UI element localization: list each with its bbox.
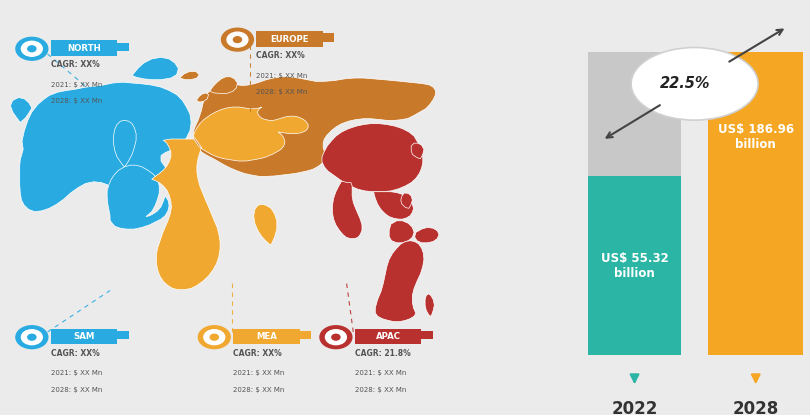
Circle shape — [21, 330, 42, 344]
Text: US$ 55.32
billion: US$ 55.32 billion — [601, 251, 668, 280]
Circle shape — [332, 334, 340, 340]
Text: CAGR: XX%: CAGR: XX% — [51, 349, 100, 358]
Circle shape — [320, 326, 352, 349]
FancyBboxPatch shape — [323, 34, 335, 42]
Polygon shape — [415, 227, 439, 243]
Text: 22.5%: 22.5% — [660, 76, 710, 91]
FancyBboxPatch shape — [51, 41, 117, 56]
Polygon shape — [107, 165, 169, 229]
FancyBboxPatch shape — [588, 52, 680, 355]
Circle shape — [16, 37, 48, 60]
Text: NORTH: NORTH — [67, 44, 101, 53]
Polygon shape — [373, 192, 414, 219]
Circle shape — [221, 28, 254, 51]
Circle shape — [28, 46, 36, 51]
Polygon shape — [19, 82, 191, 212]
Text: 2028: $ XX Mn: 2028: $ XX Mn — [256, 89, 308, 95]
Polygon shape — [322, 124, 423, 192]
Polygon shape — [401, 193, 412, 208]
FancyBboxPatch shape — [588, 176, 680, 355]
Text: 2028: $ XX Mn: 2028: $ XX Mn — [51, 387, 102, 393]
Circle shape — [21, 42, 42, 56]
Polygon shape — [132, 57, 178, 80]
Text: US$ 186.96
billion: US$ 186.96 billion — [718, 123, 794, 151]
Polygon shape — [254, 204, 277, 245]
Text: CAGR: XX%: CAGR: XX% — [256, 51, 305, 60]
Polygon shape — [194, 77, 436, 176]
Polygon shape — [151, 107, 308, 290]
Text: 2021: $ XX Mn: 2021: $ XX Mn — [256, 73, 308, 78]
Text: CAGR: XX%: CAGR: XX% — [51, 60, 100, 69]
Text: 2021: $ XX Mn: 2021: $ XX Mn — [51, 82, 102, 88]
Ellipse shape — [631, 47, 758, 120]
Text: EUROPE: EUROPE — [271, 34, 309, 44]
Polygon shape — [11, 98, 32, 122]
Text: MEA: MEA — [256, 332, 277, 341]
Text: 2028: $ XX Mn: 2028: $ XX Mn — [51, 98, 102, 104]
Polygon shape — [425, 294, 434, 316]
Circle shape — [233, 37, 241, 42]
Polygon shape — [180, 71, 199, 80]
Text: 2022: 2022 — [612, 400, 658, 415]
Polygon shape — [110, 191, 129, 221]
FancyBboxPatch shape — [256, 31, 323, 47]
FancyBboxPatch shape — [709, 52, 803, 355]
Circle shape — [227, 32, 248, 47]
Circle shape — [211, 334, 219, 340]
Circle shape — [28, 334, 36, 340]
Text: SAM: SAM — [73, 332, 95, 341]
Polygon shape — [411, 143, 424, 159]
Text: CAGR: 21.8%: CAGR: 21.8% — [355, 349, 411, 358]
Text: CAGR: XX%: CAGR: XX% — [233, 349, 282, 358]
Circle shape — [204, 330, 224, 344]
Polygon shape — [210, 77, 237, 93]
Text: APAC: APAC — [376, 332, 400, 341]
Polygon shape — [389, 221, 414, 243]
Text: 2028: 2028 — [732, 400, 779, 415]
Circle shape — [326, 330, 347, 344]
Text: 2028: $ XX Mn: 2028: $ XX Mn — [233, 387, 284, 393]
Text: 2021: $ XX Mn: 2021: $ XX Mn — [233, 370, 284, 376]
Polygon shape — [375, 241, 424, 322]
Polygon shape — [197, 93, 208, 102]
Circle shape — [198, 326, 230, 349]
Polygon shape — [332, 181, 362, 239]
Text: 2021: $ XX Mn: 2021: $ XX Mn — [355, 370, 406, 376]
Polygon shape — [113, 120, 136, 167]
Text: 2028: $ XX Mn: 2028: $ XX Mn — [355, 387, 406, 393]
FancyBboxPatch shape — [233, 329, 300, 344]
FancyBboxPatch shape — [117, 331, 129, 339]
FancyBboxPatch shape — [117, 43, 129, 51]
Text: 2021: $ XX Mn: 2021: $ XX Mn — [51, 370, 102, 376]
FancyBboxPatch shape — [355, 329, 421, 344]
FancyBboxPatch shape — [51, 329, 117, 344]
FancyBboxPatch shape — [300, 331, 311, 339]
FancyBboxPatch shape — [421, 331, 433, 339]
Circle shape — [16, 326, 48, 349]
